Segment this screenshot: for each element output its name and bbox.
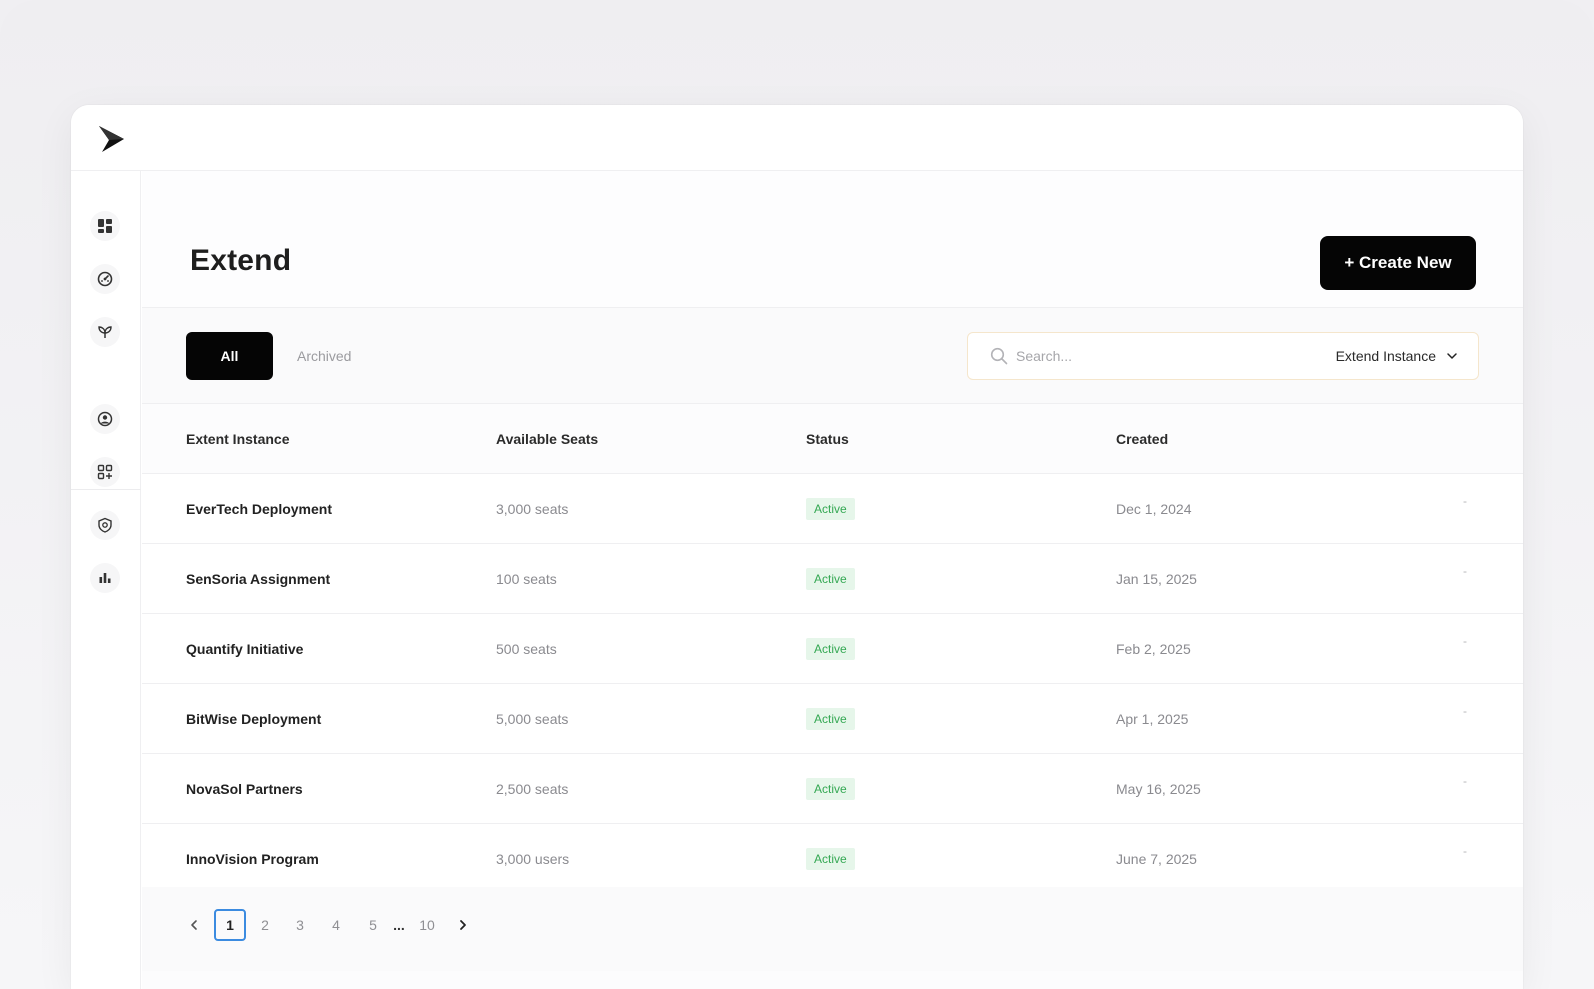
created-date: May 16, 2025 — [1116, 781, 1201, 797]
row-action[interactable]: - — [1463, 844, 1467, 858]
page-title: Extend — [190, 244, 292, 277]
status-cell: Active — [806, 684, 855, 754]
table-row[interactable]: BitWise Deployment 5,000 seats Active Ap… — [142, 684, 1523, 754]
available-seats: 3,000 seats — [496, 501, 569, 517]
next-page-button[interactable] — [451, 909, 475, 941]
search-icon — [990, 347, 1008, 365]
instance-name[interactable]: SenSoria Assignment — [186, 571, 331, 587]
status-cell: Active — [806, 474, 855, 544]
instance-filter-dropdown[interactable]: Extend Instance — [1336, 333, 1458, 379]
user-circle-icon[interactable] — [90, 404, 120, 434]
created-date: Feb 2, 2025 — [1116, 641, 1191, 657]
created-date: Apr 1, 2025 — [1116, 711, 1189, 727]
search-input[interactable] — [1016, 333, 1276, 379]
status-cell: Active — [806, 754, 855, 824]
page-button-1[interactable]: 1 — [214, 909, 246, 941]
status-cell: Active — [806, 824, 855, 894]
pagination: 1 2 3 4 5 ... 10 — [142, 887, 1523, 971]
page-button-2[interactable]: 2 — [261, 917, 269, 933]
logo-icon[interactable] — [97, 125, 125, 153]
status-badge: Active — [806, 638, 855, 660]
status-badge: Active — [806, 848, 855, 870]
bar-chart-icon[interactable] — [90, 563, 120, 593]
table-row[interactable]: EverTech Deployment 3,000 seats Active D… — [142, 474, 1523, 544]
table-row[interactable]: Quantify Initiative 500 seats Active Feb… — [142, 614, 1523, 684]
table-row[interactable]: SenSoria Assignment 100 seats Active Jan… — [142, 544, 1523, 614]
status-cell: Active — [806, 614, 855, 684]
filter-toolbar: All Archived Extend Instance — [142, 308, 1523, 404]
created-date: June 7, 2025 — [1116, 851, 1197, 867]
chevron-left-icon — [191, 920, 197, 930]
prev-page-button[interactable] — [182, 909, 206, 941]
page-ellipsis: ... — [393, 917, 405, 933]
sidebar — [71, 171, 141, 989]
status-badge: Active — [806, 498, 855, 520]
column-header-instance[interactable]: Extent Instance — [186, 431, 290, 447]
table-row[interactable]: NovaSol Partners 2,500 seats Active May … — [142, 754, 1523, 824]
created-date: Jan 15, 2025 — [1116, 571, 1197, 587]
sprout-icon[interactable] — [90, 317, 120, 347]
create-new-button[interactable]: + Create New — [1320, 236, 1476, 290]
table-row[interactable]: InnoVision Program 3,000 users Active Ju… — [142, 824, 1523, 894]
instance-name[interactable]: EverTech Deployment — [186, 501, 333, 517]
column-header-seats[interactable]: Available Seats — [496, 431, 599, 447]
sidebar-divider — [71, 489, 141, 490]
top-bar — [71, 105, 1523, 171]
row-action[interactable]: - — [1463, 774, 1467, 788]
page-button-5[interactable]: 5 — [369, 917, 377, 933]
tab-archived[interactable]: Archived — [297, 348, 352, 364]
page-button-10[interactable]: 10 — [419, 917, 435, 933]
instance-filter-label: Extend Instance — [1335, 348, 1436, 364]
available-seats: 3,000 users — [496, 851, 570, 867]
tab-all[interactable]: All — [186, 332, 273, 380]
page-button-4[interactable]: 4 — [332, 917, 340, 933]
instance-name[interactable]: BitWise Deployment — [186, 711, 322, 727]
available-seats: 100 seats — [496, 571, 557, 587]
status-badge: Active — [806, 708, 855, 730]
page-button-3[interactable]: 3 — [296, 917, 304, 933]
dashboard-icon[interactable] — [90, 211, 120, 241]
column-header-created[interactable]: Created — [1116, 431, 1169, 447]
search-box: Extend Instance — [967, 332, 1479, 380]
status-cell: Active — [806, 544, 855, 614]
chevron-right-icon — [460, 920, 466, 930]
available-seats: 2,500 seats — [496, 781, 569, 797]
status-badge: Active — [806, 568, 855, 590]
chevron-down-icon — [1447, 353, 1457, 359]
status-badge: Active — [806, 778, 855, 800]
column-header-status[interactable]: Status — [806, 431, 849, 447]
instance-name[interactable]: InnoVision Program — [186, 851, 319, 867]
table-header: Extent Instance Available Seats Status C… — [142, 404, 1523, 474]
main-content: Extend + Create New All Archived Extend … — [142, 171, 1523, 989]
available-seats: 500 seats — [496, 641, 557, 657]
row-action[interactable]: - — [1463, 704, 1467, 718]
row-action[interactable]: - — [1463, 494, 1467, 508]
shield-icon[interactable] — [90, 510, 120, 540]
gauge-icon[interactable] — [90, 264, 120, 294]
page-header: Extend + Create New — [142, 171, 1523, 308]
available-seats: 5,000 seats — [496, 711, 569, 727]
row-action[interactable]: - — [1463, 564, 1467, 578]
instance-name[interactable]: NovaSol Partners — [186, 781, 303, 797]
row-action[interactable]: - — [1463, 634, 1467, 648]
app-window: Extend + Create New All Archived Extend … — [71, 105, 1523, 989]
apps-add-icon[interactable] — [90, 457, 120, 487]
instances-table: Extent Instance Available Seats Status C… — [142, 404, 1523, 894]
instance-name[interactable]: Quantify Initiative — [186, 641, 304, 657]
created-date: Dec 1, 2024 — [1116, 501, 1192, 517]
